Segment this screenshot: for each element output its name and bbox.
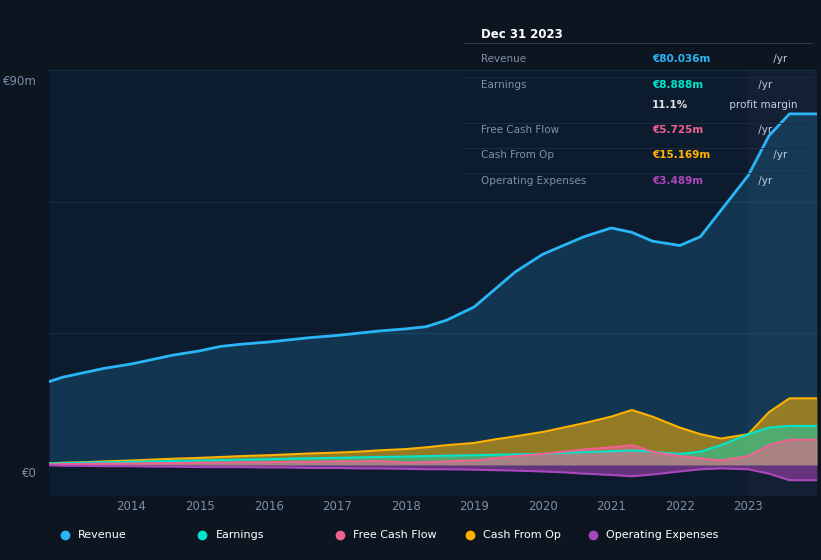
Text: Revenue: Revenue <box>481 54 526 64</box>
Text: Free Cash Flow: Free Cash Flow <box>481 125 559 136</box>
Text: €90m: €90m <box>3 74 37 88</box>
Text: €8.888m: €8.888m <box>653 80 704 90</box>
Text: /yr: /yr <box>754 176 772 186</box>
Text: Operating Expenses: Operating Expenses <box>606 530 718 540</box>
Text: /yr: /yr <box>754 125 772 136</box>
Text: €3.489m: €3.489m <box>653 176 704 186</box>
Bar <box>749 70 817 496</box>
Text: /yr: /yr <box>769 150 787 160</box>
Text: Earnings: Earnings <box>215 530 264 540</box>
Text: €5.725m: €5.725m <box>653 125 704 136</box>
Text: Cash From Op: Cash From Op <box>481 150 554 160</box>
Text: Revenue: Revenue <box>78 530 127 540</box>
Text: Earnings: Earnings <box>481 80 527 90</box>
Text: Dec 31 2023: Dec 31 2023 <box>481 28 563 41</box>
Text: Operating Expenses: Operating Expenses <box>481 176 586 186</box>
Text: Free Cash Flow: Free Cash Flow <box>353 530 436 540</box>
Text: €15.169m: €15.169m <box>653 150 710 160</box>
Text: /yr: /yr <box>769 54 787 64</box>
Text: Cash From Op: Cash From Op <box>483 530 561 540</box>
Text: 11.1%: 11.1% <box>653 100 689 110</box>
Text: profit margin: profit margin <box>726 100 797 110</box>
Text: €0: €0 <box>22 466 37 480</box>
Text: /yr: /yr <box>754 80 772 90</box>
Text: €80.036m: €80.036m <box>653 54 711 64</box>
